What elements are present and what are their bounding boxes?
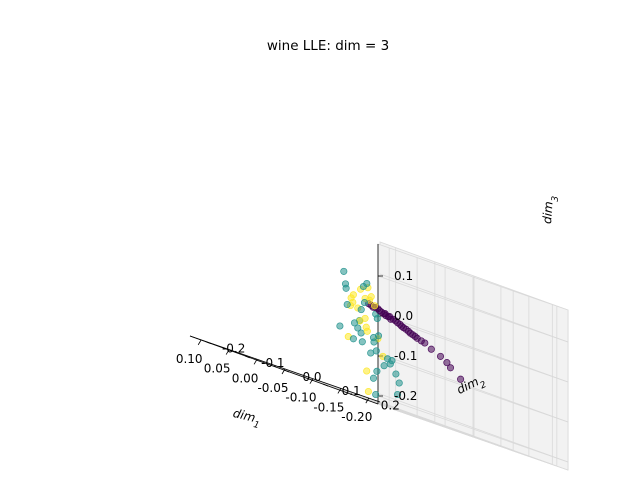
data-point-class-1 [358, 338, 366, 346]
x-tick-mark [365, 397, 370, 404]
y-grid-floor [323, 383, 514, 451]
data-point-class-1 [340, 267, 348, 275]
x-tick-label: 0.05 [204, 362, 231, 376]
x-axis-label: dim1 [230, 406, 262, 431]
z-grid-leftwall [379, 353, 569, 423]
data-point-class-2 [364, 387, 372, 396]
chart-title: wine LLE: dim = 3 [267, 38, 389, 54]
data-point-class-1 [380, 362, 388, 370]
data-point-class-1 [336, 322, 344, 330]
data-point-class-1 [374, 332, 383, 340]
x-tick-label: -0.20 [341, 410, 372, 424]
data-point-class-0 [436, 352, 445, 360]
x-tick-label: -0.10 [285, 391, 316, 405]
x-tick-label: -0.15 [313, 400, 344, 414]
x-tick-label: 0.00 [232, 371, 259, 385]
z-grid-leftwall [379, 313, 569, 383]
data-point-class-1 [354, 324, 362, 332]
data-point-class-1 [343, 300, 351, 309]
data-point-class-1 [369, 374, 378, 382]
y-grid-floor [283, 369, 475, 437]
x-axis-line [189, 335, 381, 403]
y-tick-label: -0.1 [261, 356, 284, 370]
y-tick-label: 0.0 [302, 370, 321, 384]
tick-labels: -0.20-0.15-0.10-0.050.000.050.10 -0.2 -0.1… [176, 269, 418, 424]
z-tick-label: 0.1 [394, 269, 413, 283]
grid-lines [201, 247, 569, 467]
y-grid-floor [362, 397, 553, 465]
x-tick-label: -0.05 [257, 381, 288, 395]
z-grid-leftwall [379, 393, 569, 463]
y-tick-label: 0.1 [342, 384, 361, 398]
data-point-class-1 [359, 282, 367, 291]
data-point-class-2 [371, 302, 379, 310]
data-point-class-1 [357, 306, 365, 314]
z-grid-rightwall [377, 275, 569, 343]
x-tick-mark [197, 339, 202, 346]
data-point-class-2 [349, 291, 357, 299]
z-grid-rightwall [377, 355, 569, 423]
x-tick-mark [225, 349, 230, 355]
data-point-class-1 [360, 299, 369, 307]
y-grid-floor [244, 355, 435, 423]
data-point-class-0 [446, 364, 455, 372]
axis-edges [189, 244, 383, 405]
y-tick-label: -0.2 [222, 342, 245, 356]
data-point-class-1 [393, 390, 402, 399]
z-grid-rightwall [377, 315, 569, 383]
data-point-class-0 [443, 359, 451, 367]
data-point-class-1 [342, 284, 350, 292]
z-grid-leftwall [379, 273, 569, 343]
x-tick-label: 0.10 [176, 352, 203, 366]
x-tick-mark [337, 388, 342, 394]
data-point-class-1 [372, 390, 380, 399]
data-point-class-1 [370, 338, 378, 346]
data-point-class-1 [350, 319, 359, 327]
data-point-class-1 [395, 379, 403, 387]
z-tick-label: 0.0 [394, 309, 413, 323]
data-point-class-1 [386, 360, 394, 368]
z-grid-rightwall [377, 395, 569, 463]
data-point-class-0 [427, 345, 435, 353]
data-point-class-2 [363, 367, 371, 375]
data-point-class-1 [349, 335, 357, 343]
data-point-class-0 [457, 375, 465, 383]
z-tick-label: -0.1 [394, 349, 417, 363]
data-points [336, 267, 465, 399]
z-tick-label: -0.2 [394, 389, 417, 403]
data-point-class-2 [362, 323, 370, 331]
data-point-class-1 [367, 349, 375, 357]
z-axis-label: dim3 [540, 195, 561, 225]
data-point-class-1 [392, 370, 400, 378]
y-tick-label: 0.2 [381, 398, 400, 412]
x-tick-mark [309, 378, 314, 384]
y-axis-line [189, 335, 379, 405]
data-point-class-1 [373, 367, 381, 375]
